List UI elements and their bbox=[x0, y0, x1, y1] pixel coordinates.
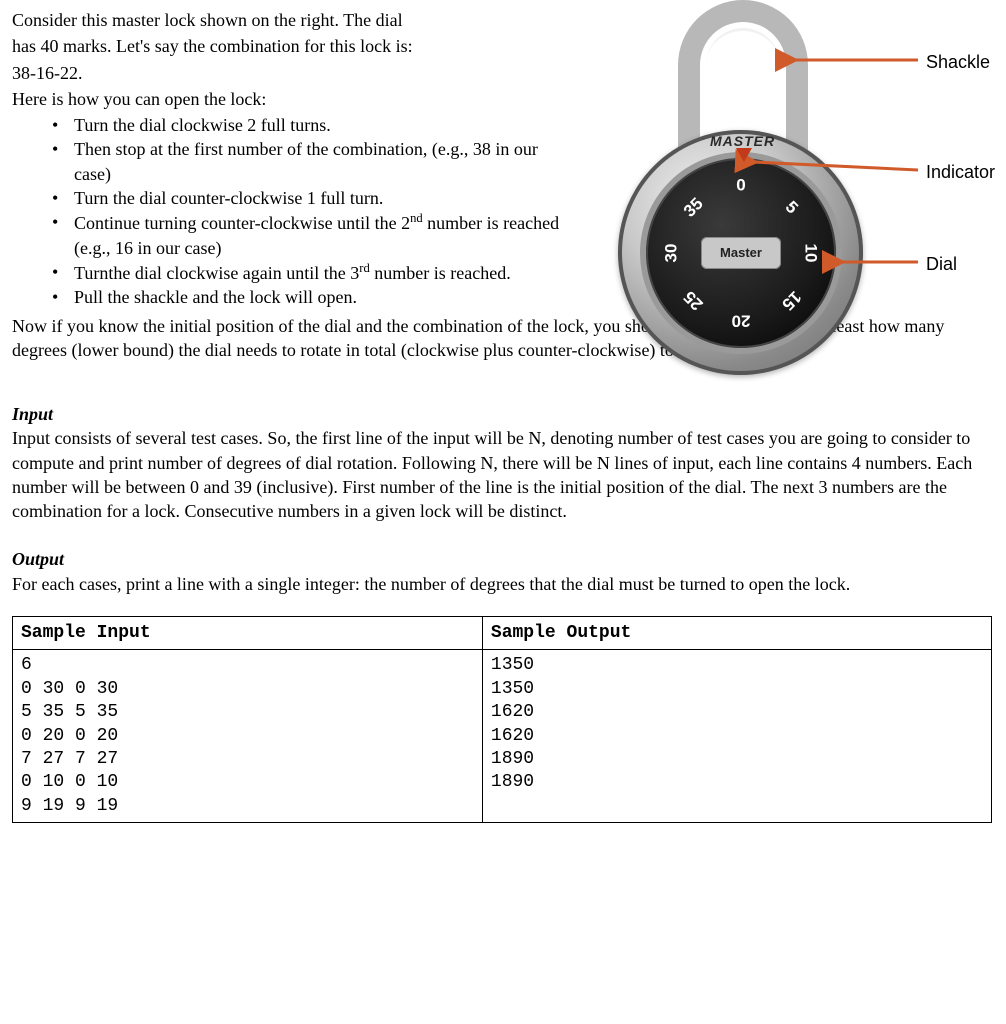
dial-number: 20 bbox=[732, 309, 751, 332]
dial-graphic: Master 0 5 10 15 20 25 30 35 bbox=[646, 158, 836, 348]
table-row: 6 0 30 0 30 5 35 5 35 0 20 0 20 7 27 7 2… bbox=[13, 650, 992, 823]
dial-number: 35 bbox=[679, 193, 709, 223]
intro-line-2: has 40 marks. Let's say the combination … bbox=[12, 34, 562, 58]
col-header-output: Sample Output bbox=[482, 617, 991, 650]
label-dial: Dial bbox=[926, 252, 957, 276]
intro-line-3: 38-16-22. bbox=[12, 61, 562, 85]
sample-output-cell: 1350 1350 1620 1620 1890 1890 bbox=[482, 650, 991, 823]
table-header-row: Sample Input Sample Output bbox=[13, 617, 992, 650]
step-item: Turn the dial clockwise 2 full turns. bbox=[74, 113, 562, 137]
step-item: Then stop at the first number of the com… bbox=[74, 137, 562, 186]
intro-line-1: Consider this master lock shown on the r… bbox=[12, 8, 562, 32]
sample-table: Sample Input Sample Output 6 0 30 0 30 5… bbox=[12, 616, 992, 823]
dial-center-label: Master bbox=[701, 237, 781, 269]
step-item: Turnthe dial clockwise again until the 3… bbox=[74, 260, 562, 285]
input-body: Input consists of several test cases. So… bbox=[12, 426, 994, 523]
step-item: Continue turning counter-clockwise until… bbox=[74, 210, 562, 260]
dial-number: 25 bbox=[679, 285, 709, 315]
sample-input-cell: 6 0 30 0 30 5 35 5 35 0 20 0 20 7 27 7 2… bbox=[13, 650, 483, 823]
label-indicator: Indicator bbox=[926, 160, 995, 184]
dial-number: 0 bbox=[736, 175, 745, 198]
dial-number: 5 bbox=[780, 197, 803, 220]
dial-number: 30 bbox=[661, 244, 684, 263]
step-item: Turn the dial counter-clockwise 1 full t… bbox=[74, 186, 562, 210]
top-section: Consider this master lock shown on the r… bbox=[12, 8, 994, 378]
dial-number: 15 bbox=[776, 285, 806, 315]
intro-text: Consider this master lock shown on the r… bbox=[12, 8, 562, 310]
indicator-triangle-icon bbox=[736, 148, 752, 162]
col-header-input: Sample Input bbox=[13, 617, 483, 650]
intro-line-4: Here is how you can open the lock: bbox=[12, 87, 562, 111]
dial-number: 10 bbox=[799, 244, 822, 263]
label-shackle: Shackle bbox=[926, 50, 990, 74]
output-heading: Output bbox=[12, 547, 994, 571]
steps-list: Turn the dial clockwise 2 full turns. Th… bbox=[12, 113, 562, 309]
input-heading: Input bbox=[12, 402, 994, 426]
lock-figure: MASTER Master 0 5 10 15 20 25 30 35 Shac… bbox=[578, 0, 998, 370]
output-body: For each cases, print a line with a sing… bbox=[12, 572, 994, 596]
